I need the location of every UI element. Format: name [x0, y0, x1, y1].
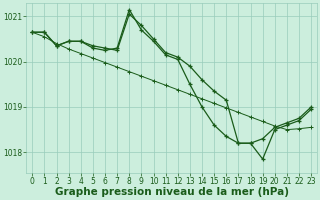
X-axis label: Graphe pression niveau de la mer (hPa): Graphe pression niveau de la mer (hPa): [55, 187, 289, 197]
